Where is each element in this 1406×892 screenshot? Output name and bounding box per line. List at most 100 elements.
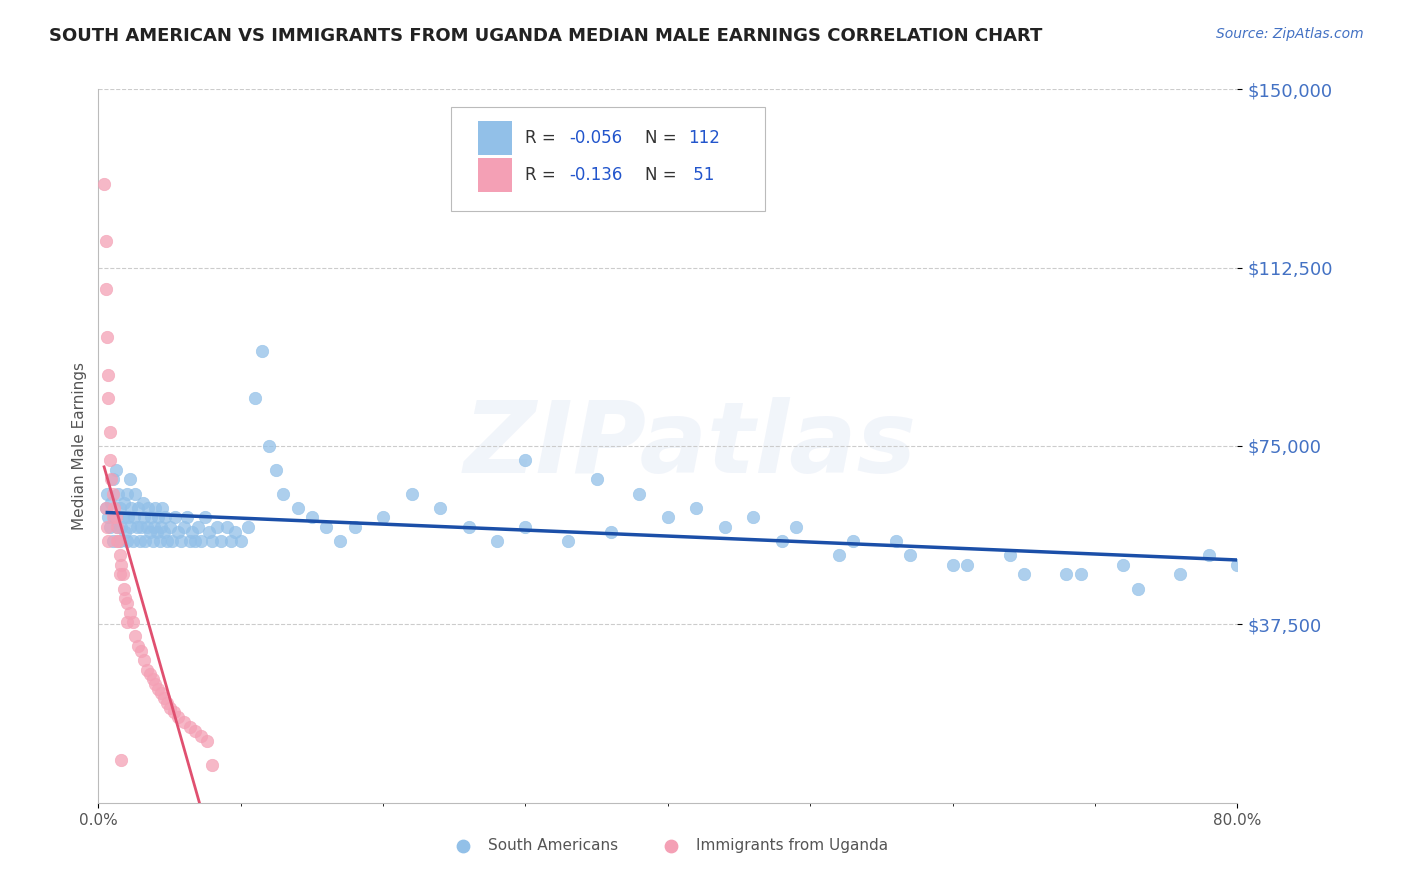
Point	[118, 472, 141, 486]
Point	[1070, 567, 1092, 582]
Text: 51: 51	[689, 166, 714, 184]
Point	[600, 524, 623, 539]
Point	[105, 520, 128, 534]
Point	[103, 510, 125, 524]
Point	[112, 496, 135, 510]
Point	[115, 534, 138, 549]
Point	[828, 549, 851, 563]
Point	[129, 643, 152, 657]
Point	[1226, 558, 1249, 572]
Point	[457, 520, 479, 534]
Point	[176, 510, 198, 524]
Point	[159, 700, 181, 714]
Point	[156, 534, 179, 549]
Legend: South Americans, Immigrants from Uganda: South Americans, Immigrants from Uganda	[441, 832, 894, 859]
Point	[94, 282, 117, 296]
Point	[190, 534, 212, 549]
Point	[152, 500, 174, 515]
Point	[134, 534, 156, 549]
Point	[101, 472, 124, 486]
Point	[127, 500, 149, 515]
Point	[195, 734, 218, 748]
Point	[198, 524, 221, 539]
Point	[128, 534, 150, 549]
Point	[97, 534, 120, 549]
Point	[1198, 549, 1220, 563]
Point	[1012, 567, 1035, 582]
Point	[585, 472, 607, 486]
Point	[115, 486, 138, 500]
Point	[94, 500, 117, 515]
Text: -0.136: -0.136	[569, 166, 621, 184]
Point	[108, 500, 131, 515]
Point	[429, 500, 451, 515]
Point	[173, 520, 195, 534]
Text: R =: R =	[526, 128, 561, 146]
Point	[373, 510, 395, 524]
Point	[167, 710, 190, 724]
Point	[97, 392, 120, 406]
Point	[96, 329, 118, 343]
Point	[145, 500, 167, 515]
Point	[141, 672, 163, 686]
Point	[742, 510, 765, 524]
Point	[1170, 567, 1192, 582]
Point	[486, 534, 509, 549]
Point	[101, 510, 124, 524]
Point	[167, 524, 190, 539]
Point	[194, 510, 217, 524]
Point	[162, 534, 184, 549]
Point	[187, 520, 209, 534]
Point	[96, 520, 118, 534]
Point	[108, 567, 131, 582]
Point	[101, 534, 124, 549]
Point	[179, 534, 201, 549]
Point	[139, 510, 162, 524]
Point	[201, 534, 224, 549]
Point	[287, 500, 309, 515]
Point	[557, 534, 579, 549]
Point	[121, 615, 143, 629]
Point	[138, 667, 160, 681]
Point	[884, 534, 907, 549]
Point	[132, 510, 155, 524]
Point	[93, 178, 115, 192]
Point	[125, 520, 148, 534]
Point	[190, 729, 212, 743]
Point	[98, 520, 121, 534]
Point	[110, 753, 132, 767]
Point	[184, 724, 207, 739]
Point	[184, 534, 207, 549]
Point	[148, 681, 170, 696]
Point	[146, 524, 169, 539]
Point	[111, 567, 134, 582]
Point	[150, 686, 173, 700]
FancyBboxPatch shape	[478, 120, 512, 155]
Point	[685, 500, 707, 515]
Point	[998, 549, 1021, 563]
Point	[150, 520, 173, 534]
Point	[108, 549, 131, 563]
Point	[515, 453, 537, 467]
Point	[107, 534, 129, 549]
Point	[243, 392, 266, 406]
Point	[163, 706, 186, 720]
Point	[112, 582, 135, 596]
Text: N =: N =	[645, 166, 682, 184]
Point	[170, 534, 193, 549]
Y-axis label: Median Male Earnings: Median Male Earnings	[72, 362, 87, 530]
Point	[100, 472, 122, 486]
Point	[101, 486, 124, 500]
Point	[229, 534, 252, 549]
Point	[315, 520, 337, 534]
Point	[657, 510, 679, 524]
Point	[1112, 558, 1135, 572]
Point	[219, 534, 242, 549]
Point	[942, 558, 965, 572]
Point	[105, 534, 128, 549]
Text: SOUTH AMERICAN VS IMMIGRANTS FROM UGANDA MEDIAN MALE EARNINGS CORRELATION CHART: SOUTH AMERICAN VS IMMIGRANTS FROM UGANDA…	[49, 27, 1043, 45]
Point	[898, 549, 921, 563]
Point	[153, 691, 176, 706]
Text: N =: N =	[645, 128, 682, 146]
Point	[121, 534, 143, 549]
